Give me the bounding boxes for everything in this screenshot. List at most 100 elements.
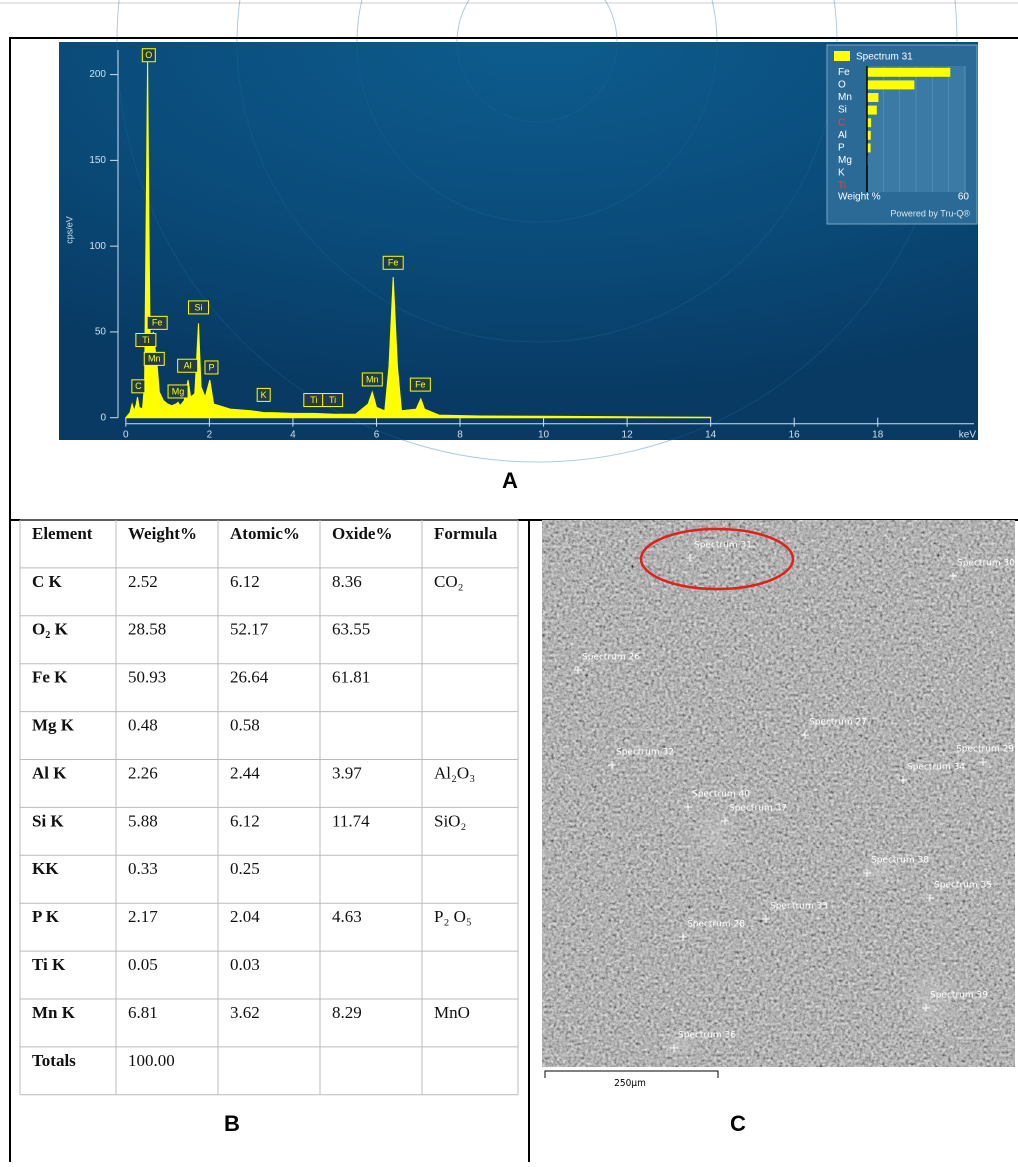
spectrum-label: Spectrum 26 <box>582 653 640 663</box>
y-tick-label: 0 <box>100 412 106 423</box>
spectrum-label: Spectrum 40 <box>692 790 750 800</box>
table-cell: 2.44 <box>230 763 260 782</box>
spectrum-label: Spectrum 28 <box>687 920 745 930</box>
peak-label: Ti <box>142 335 149 345</box>
table-header: Atomic% <box>230 524 300 543</box>
scale-bar-label: 250µm <box>614 1078 646 1089</box>
peak-label: P <box>208 362 214 372</box>
table-cell: 3.97 <box>332 763 362 782</box>
x-tick-label: 18 <box>872 429 884 440</box>
peak-label: Al <box>184 361 192 371</box>
panel-label: A <box>502 468 518 493</box>
inset-category: Ti <box>838 180 846 191</box>
inset-category: Al <box>838 130 847 141</box>
table-cell: 2.52 <box>128 572 158 591</box>
table-cell: 5.88 <box>128 811 158 830</box>
inset-tick-label: 60 <box>958 192 970 203</box>
y-tick-label: 100 <box>89 241 106 252</box>
x-tick-label: 16 <box>789 429 801 440</box>
table-cell: 0.03 <box>230 955 260 974</box>
table-cell: 61.81 <box>332 668 370 687</box>
peak-label: Ti <box>329 395 336 405</box>
x-tick-label: 2 <box>207 429 213 440</box>
table-cell: P K <box>32 907 60 926</box>
table-cell: Al₂O₃ <box>434 763 475 782</box>
table-cell: 8.36 <box>332 572 362 591</box>
inset-category: O <box>838 80 846 91</box>
inset-bar <box>867 80 914 89</box>
table-cell: P₂ O₅ <box>434 907 472 926</box>
table-cell: 6.12 <box>230 811 260 830</box>
table-header: Formula <box>434 524 498 543</box>
spectrum-label: Spectrum 35 <box>934 881 992 891</box>
table-cell: Mn K <box>32 1003 76 1022</box>
x-axis-label: keV <box>959 429 977 440</box>
inset-category: Mn <box>838 92 852 103</box>
x-tick-label: 10 <box>538 429 550 440</box>
inset-bar <box>867 68 950 77</box>
table-cell: 11.74 <box>332 811 370 830</box>
panel-label: B <box>224 1111 240 1136</box>
table-cell: Si K <box>32 811 64 830</box>
table-cell: 2.04 <box>230 907 260 926</box>
y-tick-label: 150 <box>89 155 106 166</box>
inset-bar <box>867 93 878 102</box>
x-tick-label: 12 <box>622 429 634 440</box>
inset-category: C <box>838 117 845 128</box>
table-cell: KK <box>32 859 59 878</box>
peak-label: Fe <box>388 258 399 268</box>
peak-label: Ti <box>310 395 317 405</box>
table-cell: 2.17 <box>128 907 158 926</box>
inset-category: K <box>838 168 845 179</box>
inset-axis-label: Weight % <box>838 192 881 203</box>
peak-label: Mg <box>172 386 185 396</box>
table-cell: 0.48 <box>128 716 158 735</box>
inset-category: Fe <box>838 67 850 78</box>
peak-label: Fe <box>415 379 426 389</box>
table-cell: CO₂ <box>434 572 464 591</box>
panel-label: C <box>730 1111 746 1136</box>
spectrum-label: Spectrum 27 <box>809 718 867 728</box>
spectrum-label: Spectrum 30 <box>957 559 1015 569</box>
x-tick-label: 0 <box>123 429 129 440</box>
table-cell: SiO₂ <box>434 811 466 830</box>
peak-label: Fe <box>152 318 163 328</box>
table-cell: O₂ K <box>32 620 69 639</box>
table-cell: 100.00 <box>128 1051 175 1070</box>
spectrum-label: Spectrum 32 <box>616 748 674 758</box>
inset-category: Si <box>838 105 847 116</box>
table-cell: Mg K <box>32 716 75 735</box>
spectrum-label: Spectrum 37 <box>729 804 787 814</box>
legend-label: Spectrum 31 <box>856 52 913 63</box>
peak-label: O <box>145 50 152 60</box>
table-cell: 6.81 <box>128 1003 158 1022</box>
y-axis-label: cps/eV <box>64 216 74 244</box>
peak-label: Mn <box>148 354 161 364</box>
table-cell: 0.58 <box>230 716 260 735</box>
table-cell: MnO <box>434 1003 470 1022</box>
peak-label: K <box>261 390 267 400</box>
table-cell: Totals <box>32 1051 76 1070</box>
table-cell: 28.58 <box>128 620 166 639</box>
peak-label: Mn <box>366 374 379 384</box>
page: { "chart_data": [ { "type": "area", "x_l… <box>0 0 1018 1162</box>
table-cell: 0.25 <box>230 859 260 878</box>
peak-label: C <box>135 381 142 391</box>
figure: 050100150200024681012141618keVcps/eVOFeT… <box>0 0 1018 1162</box>
table-cell: 2.26 <box>128 763 158 782</box>
spectrum-label: Spectrum 33 <box>770 902 828 912</box>
inset-category: P <box>838 143 845 154</box>
table-cell: 3.62 <box>230 1003 260 1022</box>
inset-category: Mg <box>838 155 852 166</box>
spectrum-label: Spectrum 38 <box>871 856 929 866</box>
scale-bar <box>545 1071 718 1078</box>
x-tick-label: 4 <box>290 429 296 440</box>
table-cell: 50.93 <box>128 668 166 687</box>
table-cell: 52.17 <box>230 620 269 639</box>
table-cell: C K <box>32 572 63 591</box>
x-tick-label: 8 <box>457 429 463 440</box>
table-header: Weight% <box>128 524 197 543</box>
